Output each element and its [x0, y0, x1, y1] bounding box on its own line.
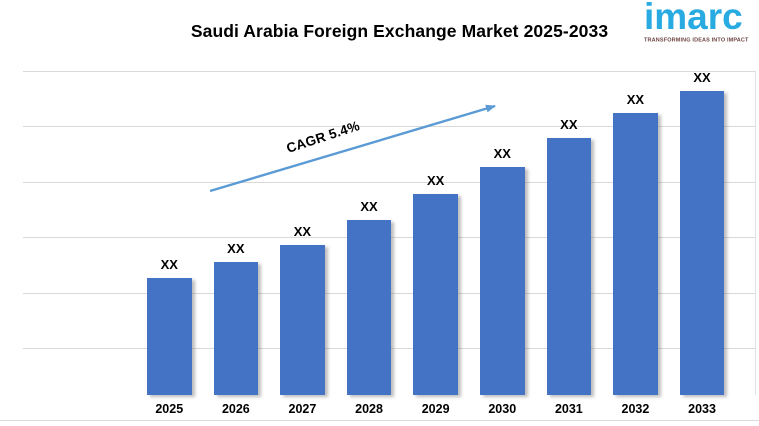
gridline — [23, 71, 755, 72]
bottom-divider — [0, 420, 759, 421]
x-tick-label-2033: 2033 — [688, 402, 716, 416]
bar-2025 — [147, 278, 192, 395]
cagr-label: CAGR 5.4% — [284, 118, 362, 156]
bar-2030 — [480, 166, 525, 395]
bar-value-label-2028: XX — [360, 199, 378, 215]
imarc-tagline: TRANSFORMING IDEAS INTO IMPACT — [644, 37, 749, 43]
x-tick-label-2032: 2032 — [621, 402, 650, 416]
plot-right-border — [755, 71, 756, 395]
x-tick-label-2028: 2028 — [355, 402, 383, 416]
bar-2027 — [280, 244, 325, 395]
bar-value-label-2029: XX — [426, 173, 445, 189]
bar-value-label-2030: XX — [493, 145, 511, 161]
bar-value-label-2026: XX — [227, 241, 245, 257]
bar-value-label-2027: XX — [293, 223, 312, 239]
imarc-logo: imarc TRANSFORMING IDEAS INTO IMPACT — [641, 0, 753, 52]
bar-2028 — [346, 220, 392, 395]
bar-2029 — [413, 194, 458, 395]
bar-value-label-2033: XX — [693, 70, 711, 86]
bar-value-label-2032: XX — [626, 92, 645, 108]
imarc-wordmark: imarc — [644, 0, 743, 37]
x-tick-label-2027: 2027 — [288, 402, 317, 416]
chart-title: Saudi Arabia Foreign Exchange Market 202… — [190, 21, 609, 41]
bar-value-label-2031: XX — [560, 117, 578, 133]
x-tick-label-2025: 2025 — [155, 402, 184, 416]
x-tick-label-2031: 2031 — [554, 402, 583, 416]
bar-2033 — [679, 91, 725, 395]
bar-2031 — [546, 138, 592, 395]
x-tick-label-2026: 2026 — [221, 402, 250, 416]
x-tick-label-2030: 2030 — [488, 402, 517, 416]
bar-value-label-2025: XX — [160, 257, 178, 273]
bar-2032 — [613, 113, 658, 395]
bar-2026 — [213, 262, 259, 395]
x-tick-label-2029: 2029 — [421, 402, 450, 416]
